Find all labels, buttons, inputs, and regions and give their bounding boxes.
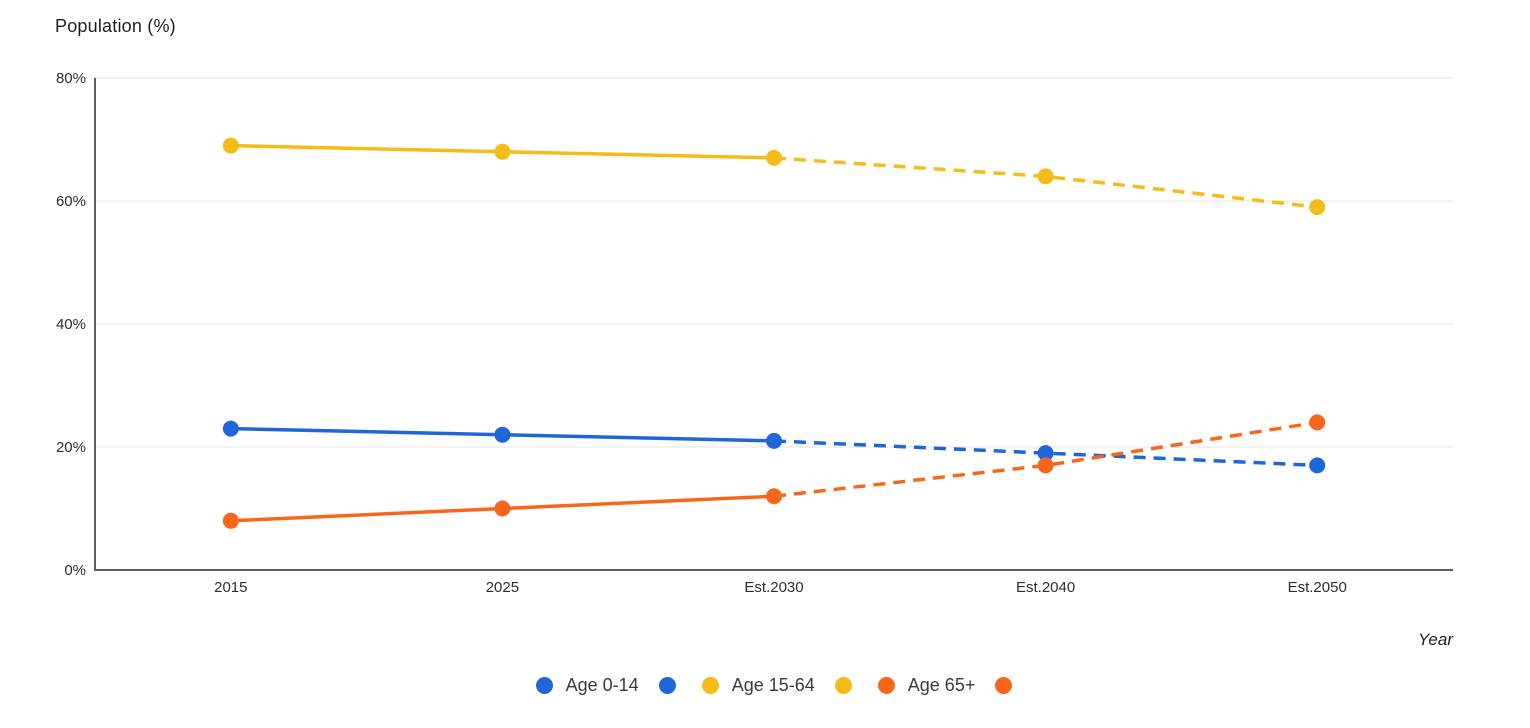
y-tick-label: 0% — [64, 562, 86, 579]
legend-item-age-65-: Age 65+ — [877, 674, 1013, 696]
legend-dot-icon — [535, 676, 553, 694]
x-tick-label: Est.2050 — [1288, 579, 1347, 596]
data-point-marker — [222, 137, 239, 154]
data-point-marker — [1037, 457, 1054, 474]
legend-item-age-0-14: Age 0-14 — [535, 674, 676, 696]
population-line-chart: 0% 20% 40% 60% 80% 2015 2025 Est.2030 Est.2040 Es… — [56, 70, 1453, 596]
legend: Age 0-14 Age 15-64 Age 65+ — [95, 666, 1453, 704]
data-point-marker — [1309, 199, 1326, 216]
series-age-65- — [222, 414, 1326, 529]
legend-label: Age 0-14 — [565, 674, 639, 695]
y-axis-title: Population (%) — [55, 16, 176, 36]
series-age-15-64 — [222, 137, 1326, 216]
series-line-dashed — [773, 420, 1318, 498]
y-tick-label: 40% — [56, 316, 86, 333]
data-point-marker — [222, 512, 239, 529]
data-point-marker — [766, 149, 782, 166]
data-point-marker — [766, 488, 782, 505]
legend-label: Age 65+ — [907, 674, 976, 695]
legend-label: Age 15-64 — [731, 674, 815, 695]
data-point-marker — [494, 426, 511, 443]
x-tick-label: Est.2030 — [744, 579, 803, 596]
legend-item-age-15-64: Age 15-64 — [701, 674, 852, 696]
legend-dot-icon — [658, 676, 676, 694]
series-age-0-14 — [222, 420, 1326, 474]
data-point-marker — [1309, 457, 1326, 474]
y-tick-label: 20% — [56, 439, 86, 456]
data-point-marker — [1037, 445, 1054, 462]
legend-dot-icon — [877, 676, 895, 694]
series-line-dashed — [773, 156, 1318, 209]
x-tick-label: 2025 — [486, 579, 519, 596]
y-tick-label: 60% — [56, 193, 86, 210]
legend-dot-icon — [995, 676, 1013, 694]
x-axis-title: Year — [1418, 630, 1453, 649]
data-point-marker — [222, 420, 239, 437]
data-point-marker — [494, 500, 511, 517]
x-tick-label: 2015 — [214, 579, 247, 596]
legend-dot-icon — [701, 676, 719, 694]
data-point-marker — [1309, 414, 1326, 431]
legend-dot-icon — [834, 676, 852, 694]
data-point-marker — [1037, 168, 1054, 185]
data-point-marker — [766, 432, 782, 449]
data-point-marker — [494, 143, 511, 160]
y-tick-label: 80% — [56, 70, 86, 87]
x-tick-label: Est.2040 — [1016, 579, 1075, 596]
